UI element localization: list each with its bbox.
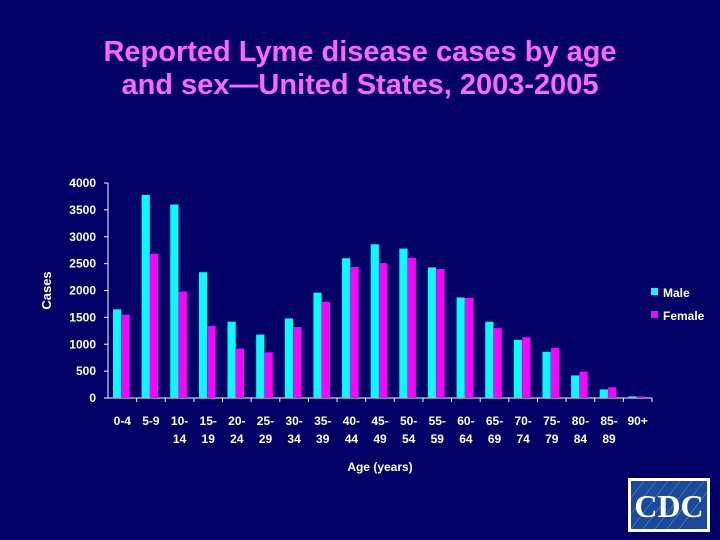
y-tick-label: 1000 bbox=[69, 337, 96, 351]
bar-male bbox=[313, 292, 322, 398]
bar-female bbox=[379, 263, 388, 398]
bar-male bbox=[284, 318, 293, 398]
chart-title: Reported Lyme disease cases by age and s… bbox=[0, 36, 720, 102]
bar-female bbox=[150, 253, 159, 398]
bar-male bbox=[198, 272, 208, 398]
x-axis-title: Age (years) bbox=[347, 460, 412, 474]
bar-female bbox=[493, 328, 502, 398]
x-tick-label: 74 bbox=[516, 432, 530, 446]
bar-male bbox=[513, 339, 523, 398]
x-tick-label: 34 bbox=[287, 432, 301, 446]
bar-male bbox=[542, 351, 551, 398]
y-tick-label: 0 bbox=[89, 391, 96, 405]
legend-swatch-male bbox=[651, 288, 658, 295]
bar-male bbox=[571, 375, 580, 398]
x-tick-label: 90+ bbox=[628, 414, 648, 428]
x-tick-label: 15- bbox=[200, 414, 217, 428]
x-tick-label: 80- bbox=[572, 414, 589, 428]
x-tick-label: 39 bbox=[316, 432, 330, 446]
bar-female bbox=[350, 266, 359, 398]
x-tick-label: 65- bbox=[486, 414, 503, 428]
y-tick-label: 4000 bbox=[69, 176, 96, 190]
bar-female bbox=[121, 314, 130, 398]
x-tick-label: 79 bbox=[545, 432, 559, 446]
x-tick-label: 45- bbox=[371, 414, 388, 428]
x-tick-label: 64 bbox=[459, 432, 473, 446]
x-tick-label: 29 bbox=[259, 432, 273, 446]
x-tick-label: 19 bbox=[202, 432, 216, 446]
y-axis-title: Cases bbox=[39, 271, 54, 309]
x-tick-label: 44 bbox=[345, 432, 359, 446]
y-tick-label: 3000 bbox=[69, 230, 96, 244]
bar-female bbox=[464, 298, 474, 398]
x-tick-label: 49 bbox=[373, 432, 387, 446]
x-tick-label: 35- bbox=[314, 414, 331, 428]
bar-male bbox=[141, 194, 150, 398]
chart-title-line-1: Reported Lyme disease cases by age bbox=[103, 36, 617, 68]
bar-female bbox=[608, 387, 617, 398]
bar-female bbox=[207, 325, 216, 398]
bar-male bbox=[170, 204, 179, 398]
x-tick-label: 5-9 bbox=[142, 414, 160, 428]
x-tick-label: 0-4 bbox=[114, 414, 132, 428]
bar-female bbox=[235, 348, 245, 398]
x-tick-label: 50- bbox=[400, 414, 417, 428]
bar-female bbox=[264, 352, 273, 398]
bar-male bbox=[628, 396, 637, 398]
x-tick-label: 40- bbox=[343, 414, 360, 428]
legend-swatch-female bbox=[651, 311, 658, 318]
bar-female bbox=[293, 327, 302, 398]
x-tick-label: 55- bbox=[429, 414, 446, 428]
chart-title-line-2: and sex—United States, 2003-2005 bbox=[121, 69, 599, 101]
y-tick-label: 500 bbox=[76, 364, 96, 378]
x-tick-label: 70- bbox=[514, 414, 531, 428]
bar-female bbox=[321, 301, 331, 398]
bar-male bbox=[227, 321, 236, 398]
bar-male bbox=[399, 248, 408, 398]
x-tick-label: 14 bbox=[173, 432, 187, 446]
cdc-logo-text: CDC bbox=[634, 488, 703, 524]
bar-female bbox=[579, 371, 588, 398]
x-tick-label: 75- bbox=[543, 414, 560, 428]
bar-female bbox=[178, 291, 187, 398]
x-tick-label: 20- bbox=[228, 414, 245, 428]
y-tick-label: 3500 bbox=[69, 203, 96, 217]
bar-male bbox=[427, 267, 437, 398]
bar-female bbox=[436, 269, 445, 398]
y-tick-label: 2000 bbox=[69, 284, 96, 298]
legend-label-female: Female bbox=[663, 309, 705, 323]
bar-female bbox=[522, 337, 531, 398]
bar-male bbox=[113, 309, 122, 398]
bar-male bbox=[256, 334, 265, 398]
bar-male bbox=[342, 258, 351, 398]
x-tick-label: 59 bbox=[431, 432, 445, 446]
legend-label-male: Male bbox=[663, 286, 690, 300]
x-tick-label: 84 bbox=[574, 432, 588, 446]
y-tick-label: 2500 bbox=[69, 257, 96, 271]
bar-male bbox=[370, 244, 379, 398]
x-tick-label: 10- bbox=[171, 414, 188, 428]
bar-male bbox=[456, 297, 465, 398]
bar-male bbox=[599, 389, 608, 398]
bar-female bbox=[407, 257, 416, 398]
cdc-logo: CDC bbox=[628, 478, 710, 532]
x-tick-label: 54 bbox=[402, 432, 416, 446]
x-tick-label: 69 bbox=[488, 432, 502, 446]
x-tick-label: 60- bbox=[457, 414, 474, 428]
x-tick-label: 89 bbox=[602, 432, 616, 446]
bar-male bbox=[485, 321, 494, 398]
bar-female bbox=[636, 396, 645, 398]
x-tick-label: 85- bbox=[600, 414, 617, 428]
x-tick-label: 25- bbox=[257, 414, 274, 428]
bar-female bbox=[550, 348, 560, 398]
y-tick-label: 1500 bbox=[69, 310, 96, 324]
x-tick-label: 24 bbox=[230, 432, 244, 446]
x-tick-label: 30- bbox=[285, 414, 302, 428]
